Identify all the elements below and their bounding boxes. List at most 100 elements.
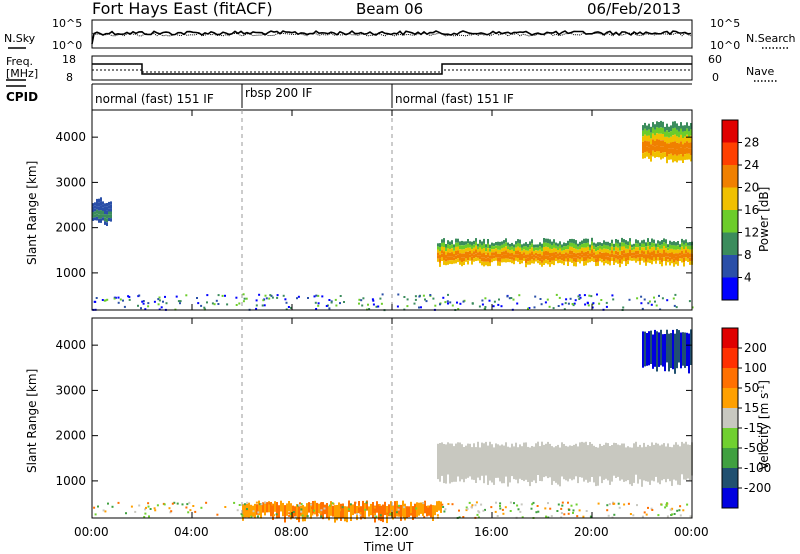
velocity-cell: [557, 444, 559, 485]
power-scatter: [516, 302, 519, 305]
velocity-scatter: [256, 515, 259, 518]
power-cell: [521, 253, 523, 257]
power-cell: [654, 152, 656, 158]
power-cell: [557, 259, 559, 264]
power-cell: [104, 206, 106, 211]
power-cell: [509, 259, 511, 263]
velocity-scatter: [153, 507, 156, 510]
power-cell: [623, 253, 625, 258]
power-cell: [625, 253, 627, 258]
velocity-cell: [438, 500, 440, 511]
power-scatter: [641, 307, 644, 310]
power-cell: [545, 246, 547, 251]
freq-label: Freq.: [6, 55, 33, 68]
power-cell: [463, 249, 465, 254]
power-cell: [98, 198, 100, 203]
power-cell: [555, 258, 557, 262]
power-cell: [94, 217, 96, 221]
power-cell: [656, 139, 658, 146]
power-scatter: [326, 304, 329, 307]
power-cell: [501, 241, 503, 245]
power-cell: [503, 254, 505, 259]
power-scatter: [255, 304, 258, 307]
power-cell: [439, 251, 441, 255]
power-cell: [643, 251, 645, 255]
power-cell: [473, 254, 475, 259]
power-cell: [595, 243, 597, 248]
velocity-scatter: [561, 501, 564, 504]
x-tick-label: 16:00: [474, 525, 509, 539]
velocity-cell: [414, 503, 416, 519]
power-cell: [569, 242, 571, 247]
power-cell: [106, 218, 108, 223]
power-cell: [483, 261, 485, 267]
power-scatter: [414, 295, 417, 298]
power-cell: [547, 255, 549, 261]
velocity-cell: [256, 504, 258, 515]
power-cell: [515, 247, 517, 251]
power-scatter: [287, 306, 290, 308]
power-cell: [629, 256, 631, 261]
velocity-scatter: [147, 505, 150, 508]
velocity-cell: [515, 442, 517, 480]
power-cell: [537, 253, 539, 257]
velocity-scatter: [563, 513, 566, 516]
velocity-cell: [637, 446, 639, 484]
power-cell: [557, 250, 559, 254]
power-cell: [495, 242, 497, 246]
power-cell: [659, 245, 661, 249]
cpid-segment-3: normal (fast) 151 IF: [395, 92, 514, 106]
velocity-cell: [463, 447, 465, 483]
power-cell: [547, 238, 549, 243]
colorbar-swatch: [722, 488, 738, 508]
power-cell: [639, 261, 641, 265]
power-cell: [589, 250, 591, 254]
power-cell: [646, 141, 648, 147]
power-cell: [625, 261, 627, 266]
power-cell: [102, 204, 104, 208]
power-cell: [662, 152, 664, 159]
power-cell: [681, 250, 683, 255]
power-scatter: [213, 303, 216, 306]
freq-right-tick-bottom: 0: [712, 71, 719, 84]
velocity-scatter: [519, 510, 522, 513]
power-scatter: [282, 294, 285, 297]
velocity-scatter: [375, 515, 378, 518]
power-cell: [665, 239, 667, 244]
power-cell: [645, 261, 647, 266]
velocity-cell: [601, 446, 603, 484]
power-cell: [543, 238, 545, 243]
power-cell: [100, 197, 102, 202]
power-cell: [672, 135, 674, 142]
colorbar-tick-label: 8: [744, 248, 752, 262]
power-cell: [451, 240, 453, 245]
velocity-cell: [314, 500, 316, 515]
power-cell: [665, 248, 667, 253]
power-cell: [439, 258, 441, 263]
power-cell: [453, 244, 455, 248]
power-scatter: [315, 308, 318, 310]
power-cell: [677, 249, 679, 254]
velocity-cell: [467, 443, 469, 478]
power-scatter: [321, 295, 324, 298]
power-scatter: [653, 296, 655, 299]
power-cell: [94, 205, 96, 209]
power-cell: [661, 257, 663, 262]
power-cell: [437, 243, 439, 247]
velocity-cell: [404, 503, 406, 521]
power-scatter: [334, 298, 337, 301]
power-cell: [644, 128, 646, 135]
velocity-scatter: [130, 505, 133, 508]
power-cell: [505, 254, 507, 259]
power-cell: [94, 211, 96, 215]
power-cell: [685, 246, 687, 251]
power-cell: [497, 257, 499, 262]
power-scatter: [307, 297, 309, 299]
velocity-scatter: [341, 506, 344, 509]
power-scatter: [242, 300, 245, 303]
velocity-cell: [615, 443, 617, 478]
power-scatter: [577, 295, 580, 298]
power-cell: [523, 249, 525, 253]
power-cell: [599, 254, 601, 258]
